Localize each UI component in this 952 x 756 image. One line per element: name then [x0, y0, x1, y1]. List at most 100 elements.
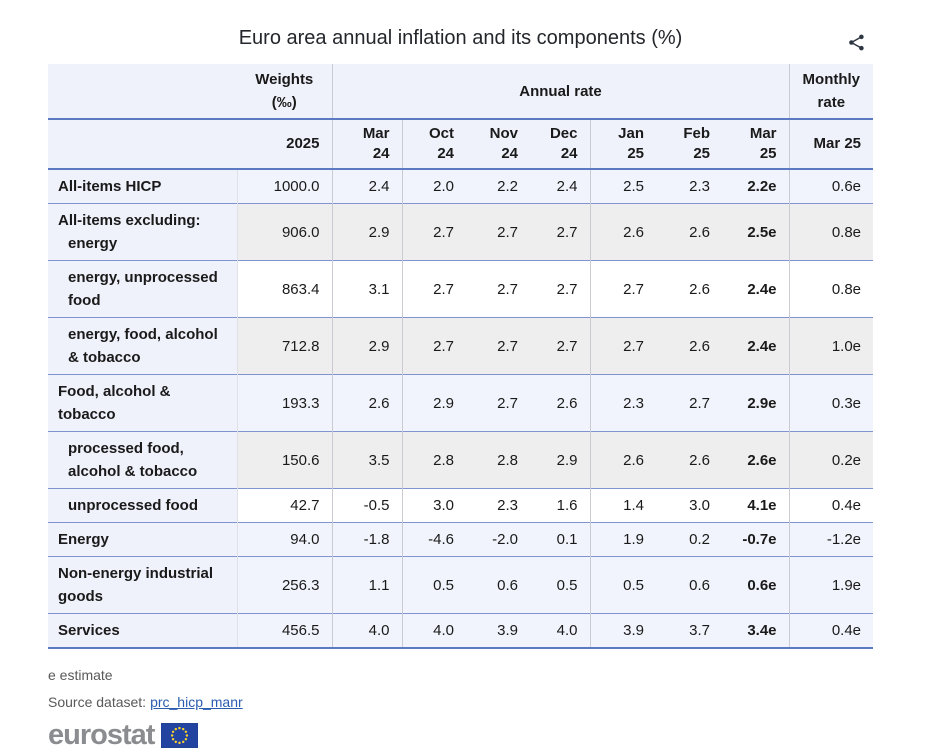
cell-annual-rate: 2.9 [530, 431, 590, 489]
cell-weight: 1000.0 [236, 169, 333, 204]
cell-annual-rate: 2.7 [466, 203, 530, 261]
cell-annual-rate: 2.9e [722, 374, 790, 432]
cell-annual-rate: 2.9 [402, 374, 466, 432]
cell-annual-rate: 2.7 [530, 203, 590, 261]
cell-weight: 94.0 [236, 522, 333, 557]
row-label-line: alcohol & tobacco [68, 463, 198, 480]
row-label: energy, food, alcohol & tobacco [48, 317, 237, 375]
eurostat-logo-text: eurostat [48, 719, 155, 751]
cell-annual-rate: 2.6 [332, 374, 403, 432]
cell-annual-rate: 0.5 [589, 556, 656, 614]
col-group-weights: Weights (‰) [237, 64, 333, 120]
cell-annual-rate: 2.6 [589, 431, 656, 489]
cell-annual-rate: 2.7 [466, 260, 530, 318]
share-button[interactable] [844, 30, 869, 55]
table-row: unprocessed food 42.7 -0.5 3.0 2.3 1.6 1.4 3.0 4… [48, 488, 874, 523]
cell-annual-rate: 2.3 [589, 374, 656, 432]
cell-monthly-rate: -1.2e [788, 522, 874, 557]
cell-annual-rate: 2.6 [656, 260, 722, 318]
eu-flag-icon [161, 722, 199, 748]
col-group-monthly-rate: Monthly rate [788, 64, 874, 120]
row-label-line: processed food, [68, 440, 184, 457]
cell-monthly-rate: 0.8e [788, 203, 874, 261]
page-title: Euro area annual inflation and its compo… [238, 27, 683, 49]
row-label: Services [48, 613, 237, 649]
cell-annual-rate: 3.1 [332, 260, 403, 318]
source-dataset-line: Source dataset: prc_hicp_manr [48, 693, 873, 711]
cell-annual-rate: 0.1 [530, 522, 590, 557]
table-row: All-items HICP 1000.0 2.4 2.0 2.2 2.4 2.5 2.3 2.… [48, 169, 874, 204]
table-row: Non-energy industrial goods 256.3 1.1 0.5 0.6… [48, 556, 874, 614]
cell-annual-rate: 2.7 [589, 260, 656, 318]
cell-annual-rate: 4.0 [332, 613, 403, 649]
estimate-footnote: e estimate [48, 667, 113, 683]
cell-annual-rate: 2.5 [589, 169, 656, 204]
cell-annual-rate: 2.7 [530, 317, 590, 375]
row-label: processed food, alcohol & tobacco [48, 431, 237, 489]
cell-annual-rate: 3.0 [656, 488, 722, 523]
cell-annual-rate: 2.6 [589, 203, 656, 261]
cell-annual-rate: 2.3 [656, 169, 722, 204]
cell-monthly-rate: 1.9e [788, 556, 874, 614]
table-row: Services 456.5 4.0 4.0 3.9 4.0 3.9 3.7 3.4e 0.4e [48, 613, 874, 649]
inflation-table: Weights (‰) Annual rate Monthly rate 202… [48, 64, 874, 649]
cell-monthly-rate: 0.3e [788, 374, 874, 432]
row-label-line: & tobacco [68, 349, 141, 366]
share-icon [849, 34, 864, 51]
cell-weight: 256.3 [236, 556, 333, 614]
cell-annual-rate: 2.4 [530, 169, 590, 204]
row-label-line: Services [58, 622, 120, 639]
table-subheader-row: 2025 Mar 24 Oct 24 Nov 24 Dec 24 Jan 25 … [48, 119, 874, 170]
table-row: Energy 94.0 -1.8 -4.6 -2.0 0.1 1.9 0.2 -0.7e -1.2… [48, 522, 874, 557]
row-label-line: All-items HICP [58, 178, 162, 195]
cell-annual-rate: 2.6e [722, 431, 790, 489]
cell-annual-rate: 3.9 [589, 613, 656, 649]
cell-monthly-rate: 0.8e [788, 260, 874, 318]
cell-annual-rate: 0.6e [722, 556, 790, 614]
cell-annual-rate: 0.5 [402, 556, 466, 614]
cell-monthly-rate: 0.6e [788, 169, 874, 204]
cell-annual-rate: 2.7 [402, 203, 466, 261]
cell-annual-rate: 0.6 [466, 556, 530, 614]
table-row: energy, unprocessed food 863.4 3.1 2.7 2.7 2.7… [48, 260, 874, 318]
col-header-month: Mar 24 [332, 119, 403, 170]
title-bar: Euro area annual inflation and its compo… [48, 0, 873, 64]
row-label-line: food [68, 292, 101, 309]
row-label: energy, unprocessed food [48, 260, 237, 318]
row-label-line: energy, unprocessed [68, 269, 218, 286]
cell-annual-rate: 2.7 [589, 317, 656, 375]
row-label-line: Non-energy industrial [58, 565, 214, 582]
cell-annual-rate: 2.6 [656, 317, 722, 375]
cell-weight: 906.0 [236, 203, 333, 261]
col-header-month: Mar 25 [722, 119, 790, 170]
row-label-line: energy, food, alcohol [68, 326, 218, 343]
cell-annual-rate: 3.0 [402, 488, 466, 523]
source-dataset-link[interactable]: prc_hicp_manr [150, 694, 243, 710]
cell-annual-rate: 2.8 [466, 431, 530, 489]
cell-monthly-rate: 0.4e [788, 613, 874, 649]
col-header-month: Nov 24 [466, 119, 530, 170]
table-row: energy, food, alcohol & tobacco 712.8 2.9 2.… [48, 317, 874, 375]
row-label-line: unprocessed food [68, 497, 199, 514]
cell-annual-rate: 2.6 [530, 374, 590, 432]
table-row: All-items excluding: energy 906.0 2.9 2.7 2.7… [48, 203, 874, 261]
cell-monthly-rate: 0.2e [788, 431, 874, 489]
cell-annual-rate: 2.7 [530, 260, 590, 318]
cell-annual-rate: 1.4 [589, 488, 656, 523]
cell-annual-rate: 1.1 [332, 556, 403, 614]
col-header-month: Jan 25 [589, 119, 656, 170]
corner-cell [48, 64, 237, 120]
cell-annual-rate: -4.6 [402, 522, 466, 557]
cell-annual-rate: 2.9 [332, 317, 403, 375]
source-label: Source dataset: [48, 694, 147, 710]
cell-annual-rate: 2.7 [402, 317, 466, 375]
cell-annual-rate: 2.4e [722, 317, 790, 375]
cell-annual-rate: 4.0 [402, 613, 466, 649]
cell-annual-rate: 3.7 [656, 613, 722, 649]
cell-annual-rate: 2.5e [722, 203, 790, 261]
cell-monthly-rate: 0.4e [788, 488, 874, 523]
inflation-widget: Euro area annual inflation and its compo… [48, 0, 874, 751]
row-label-line: tobacco [58, 406, 116, 423]
row-label: Food, alcohol & tobacco [48, 374, 237, 432]
col-header-month: Feb 25 [656, 119, 722, 170]
